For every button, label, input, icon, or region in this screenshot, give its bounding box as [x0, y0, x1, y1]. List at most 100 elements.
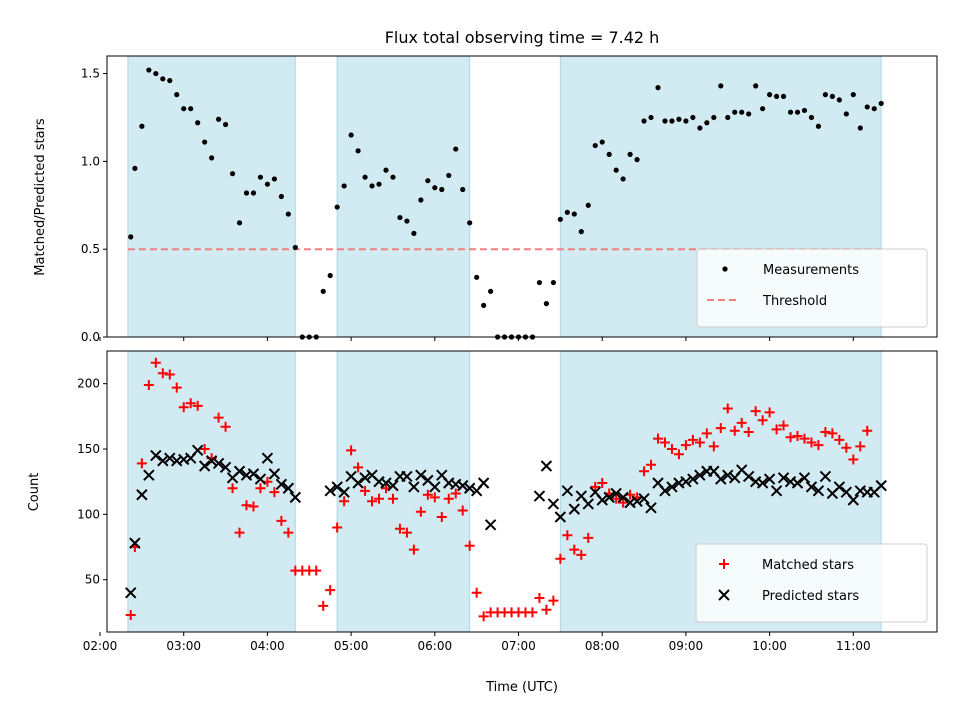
point-measurements-15	[229, 171, 236, 177]
point-matched-stars-90	[750, 406, 761, 417]
point-measurements-103	[843, 111, 849, 117]
top-y-axis-label: Matched/Predicted stars	[33, 118, 48, 276]
point-measurements-66	[585, 202, 591, 208]
shaded-interval-0-1	[336, 55, 471, 338]
point-predicted-stars-21	[268, 468, 281, 480]
shaded-interval-0-0	[127, 55, 296, 338]
point-measurements-8	[181, 106, 187, 112]
top-panel-frame	[106, 55, 938, 338]
point-predicted-stars-37	[408, 481, 420, 493]
point-matched-stars-61	[548, 595, 559, 606]
point-predicted-stars-51	[547, 498, 560, 510]
legend-label-predicted-stars: Predicted stars	[762, 589, 859, 604]
point-measurements-102	[836, 97, 842, 103]
point-measurements-98	[808, 114, 815, 121]
point-measurements-49	[467, 220, 473, 226]
point-matched-stars-91	[757, 415, 768, 426]
point-measurements-75	[648, 114, 654, 121]
point-matched-stars-63	[562, 530, 573, 541]
point-measurements-93	[773, 93, 780, 99]
point-predicted-stars-4	[150, 449, 162, 462]
point-predicted-stars-49	[533, 490, 546, 502]
point-matched-stars-11	[199, 444, 210, 455]
x-tick-label-9: 11:00	[836, 639, 871, 653]
point-matched-stars-29	[325, 585, 336, 596]
chart-title: Flux total observing time = 7.42 h	[385, 28, 660, 47]
point-matched-stars-77	[659, 437, 670, 448]
point-matched-stars-101	[827, 428, 838, 439]
point-measurements-72	[627, 151, 633, 157]
point-predicted-stars-64	[638, 492, 650, 505]
point-measurements-41	[411, 230, 417, 236]
point-matched-stars-74	[639, 466, 650, 477]
point-predicted-stars-22	[275, 478, 288, 491]
point-predicted-stars-61	[617, 491, 629, 504]
point-matched-stars-70	[611, 493, 622, 504]
point-measurements-10	[195, 120, 201, 126]
point-predicted-stars-71	[687, 473, 699, 485]
point-matched-stars-23	[283, 527, 294, 538]
point-measurements-62	[557, 216, 563, 222]
point-predicted-stars-44	[457, 479, 469, 492]
point-matched-stars-60	[541, 604, 552, 615]
point-matched-stars-85	[715, 423, 726, 434]
point-matched-stars-32	[346, 445, 357, 456]
point-predicted-stars-88	[805, 481, 818, 493]
legend-handle-matched-stars	[719, 559, 729, 569]
point-matched-stars-87	[729, 425, 740, 436]
point-predicted-stars-30	[359, 472, 371, 484]
point-matched-stars-30	[332, 522, 343, 533]
point-predicted-stars-92	[833, 481, 846, 493]
point-measurements-83	[704, 120, 710, 126]
point-matched-stars-2	[136, 458, 147, 469]
point-matched-stars-9	[185, 398, 196, 409]
point-measurements-46	[446, 172, 452, 179]
point-matched-stars-100	[820, 427, 831, 438]
point-predicted-stars-27	[338, 486, 350, 498]
point-measurements-3	[146, 67, 152, 73]
point-matched-stars-46	[443, 493, 454, 504]
point-matched-stars-88	[736, 417, 747, 428]
point-predicted-stars-83	[770, 485, 783, 497]
point-matched-stars-41	[408, 544, 419, 555]
point-predicted-stars-0	[125, 587, 137, 599]
point-measurements-28	[320, 288, 326, 294]
x-tick-label-7: 09:00	[669, 639, 704, 653]
point-predicted-stars-79	[742, 470, 755, 483]
point-measurements-4	[153, 70, 159, 77]
point-measurements-6	[167, 77, 173, 84]
point-matched-stars-22	[276, 515, 287, 526]
point-matched-stars-50	[471, 587, 482, 598]
legend-handle-predicted-stars	[718, 589, 730, 601]
point-measurements-38	[390, 174, 396, 180]
point-predicted-stars-3	[143, 469, 155, 481]
point-measurements-101	[829, 93, 835, 99]
point-predicted-stars-1	[129, 537, 141, 549]
legend-label-measurements: Measurements	[763, 263, 859, 278]
point-measurements-12	[209, 155, 215, 161]
point-measurements-79	[676, 116, 682, 122]
point-measurements-5	[160, 76, 166, 82]
point-measurements-7	[174, 92, 180, 98]
point-measurements-33	[355, 148, 361, 154]
y-tick-label-0-0: 0.0	[81, 330, 100, 344]
legend-box-0	[696, 248, 928, 328]
point-measurements-91	[760, 106, 766, 112]
x-axis-label: Time (UTC)	[485, 680, 558, 695]
x-tick-label-3: 05:00	[334, 639, 369, 653]
y-tick-label-1-0: 50	[85, 573, 100, 587]
point-measurements-32	[348, 132, 354, 138]
bottom-panel: 50 100 150 200 02:00 03:00 04:00 05:00 06:00 07:0…	[27, 351, 938, 653]
point-measurements-40	[404, 218, 410, 224]
point-matched-stars-5	[157, 368, 168, 379]
point-matched-stars-13	[213, 412, 224, 423]
point-measurements-1	[132, 165, 138, 171]
point-measurements-87	[732, 109, 738, 115]
point-matched-stars-17	[241, 500, 252, 511]
point-matched-stars-3	[143, 379, 154, 390]
point-measurements-9	[188, 106, 194, 112]
point-matched-stars-97	[799, 433, 810, 444]
point-measurements-65	[578, 229, 584, 235]
point-measurements-105	[857, 125, 863, 131]
point-matched-stars-80	[680, 440, 691, 451]
